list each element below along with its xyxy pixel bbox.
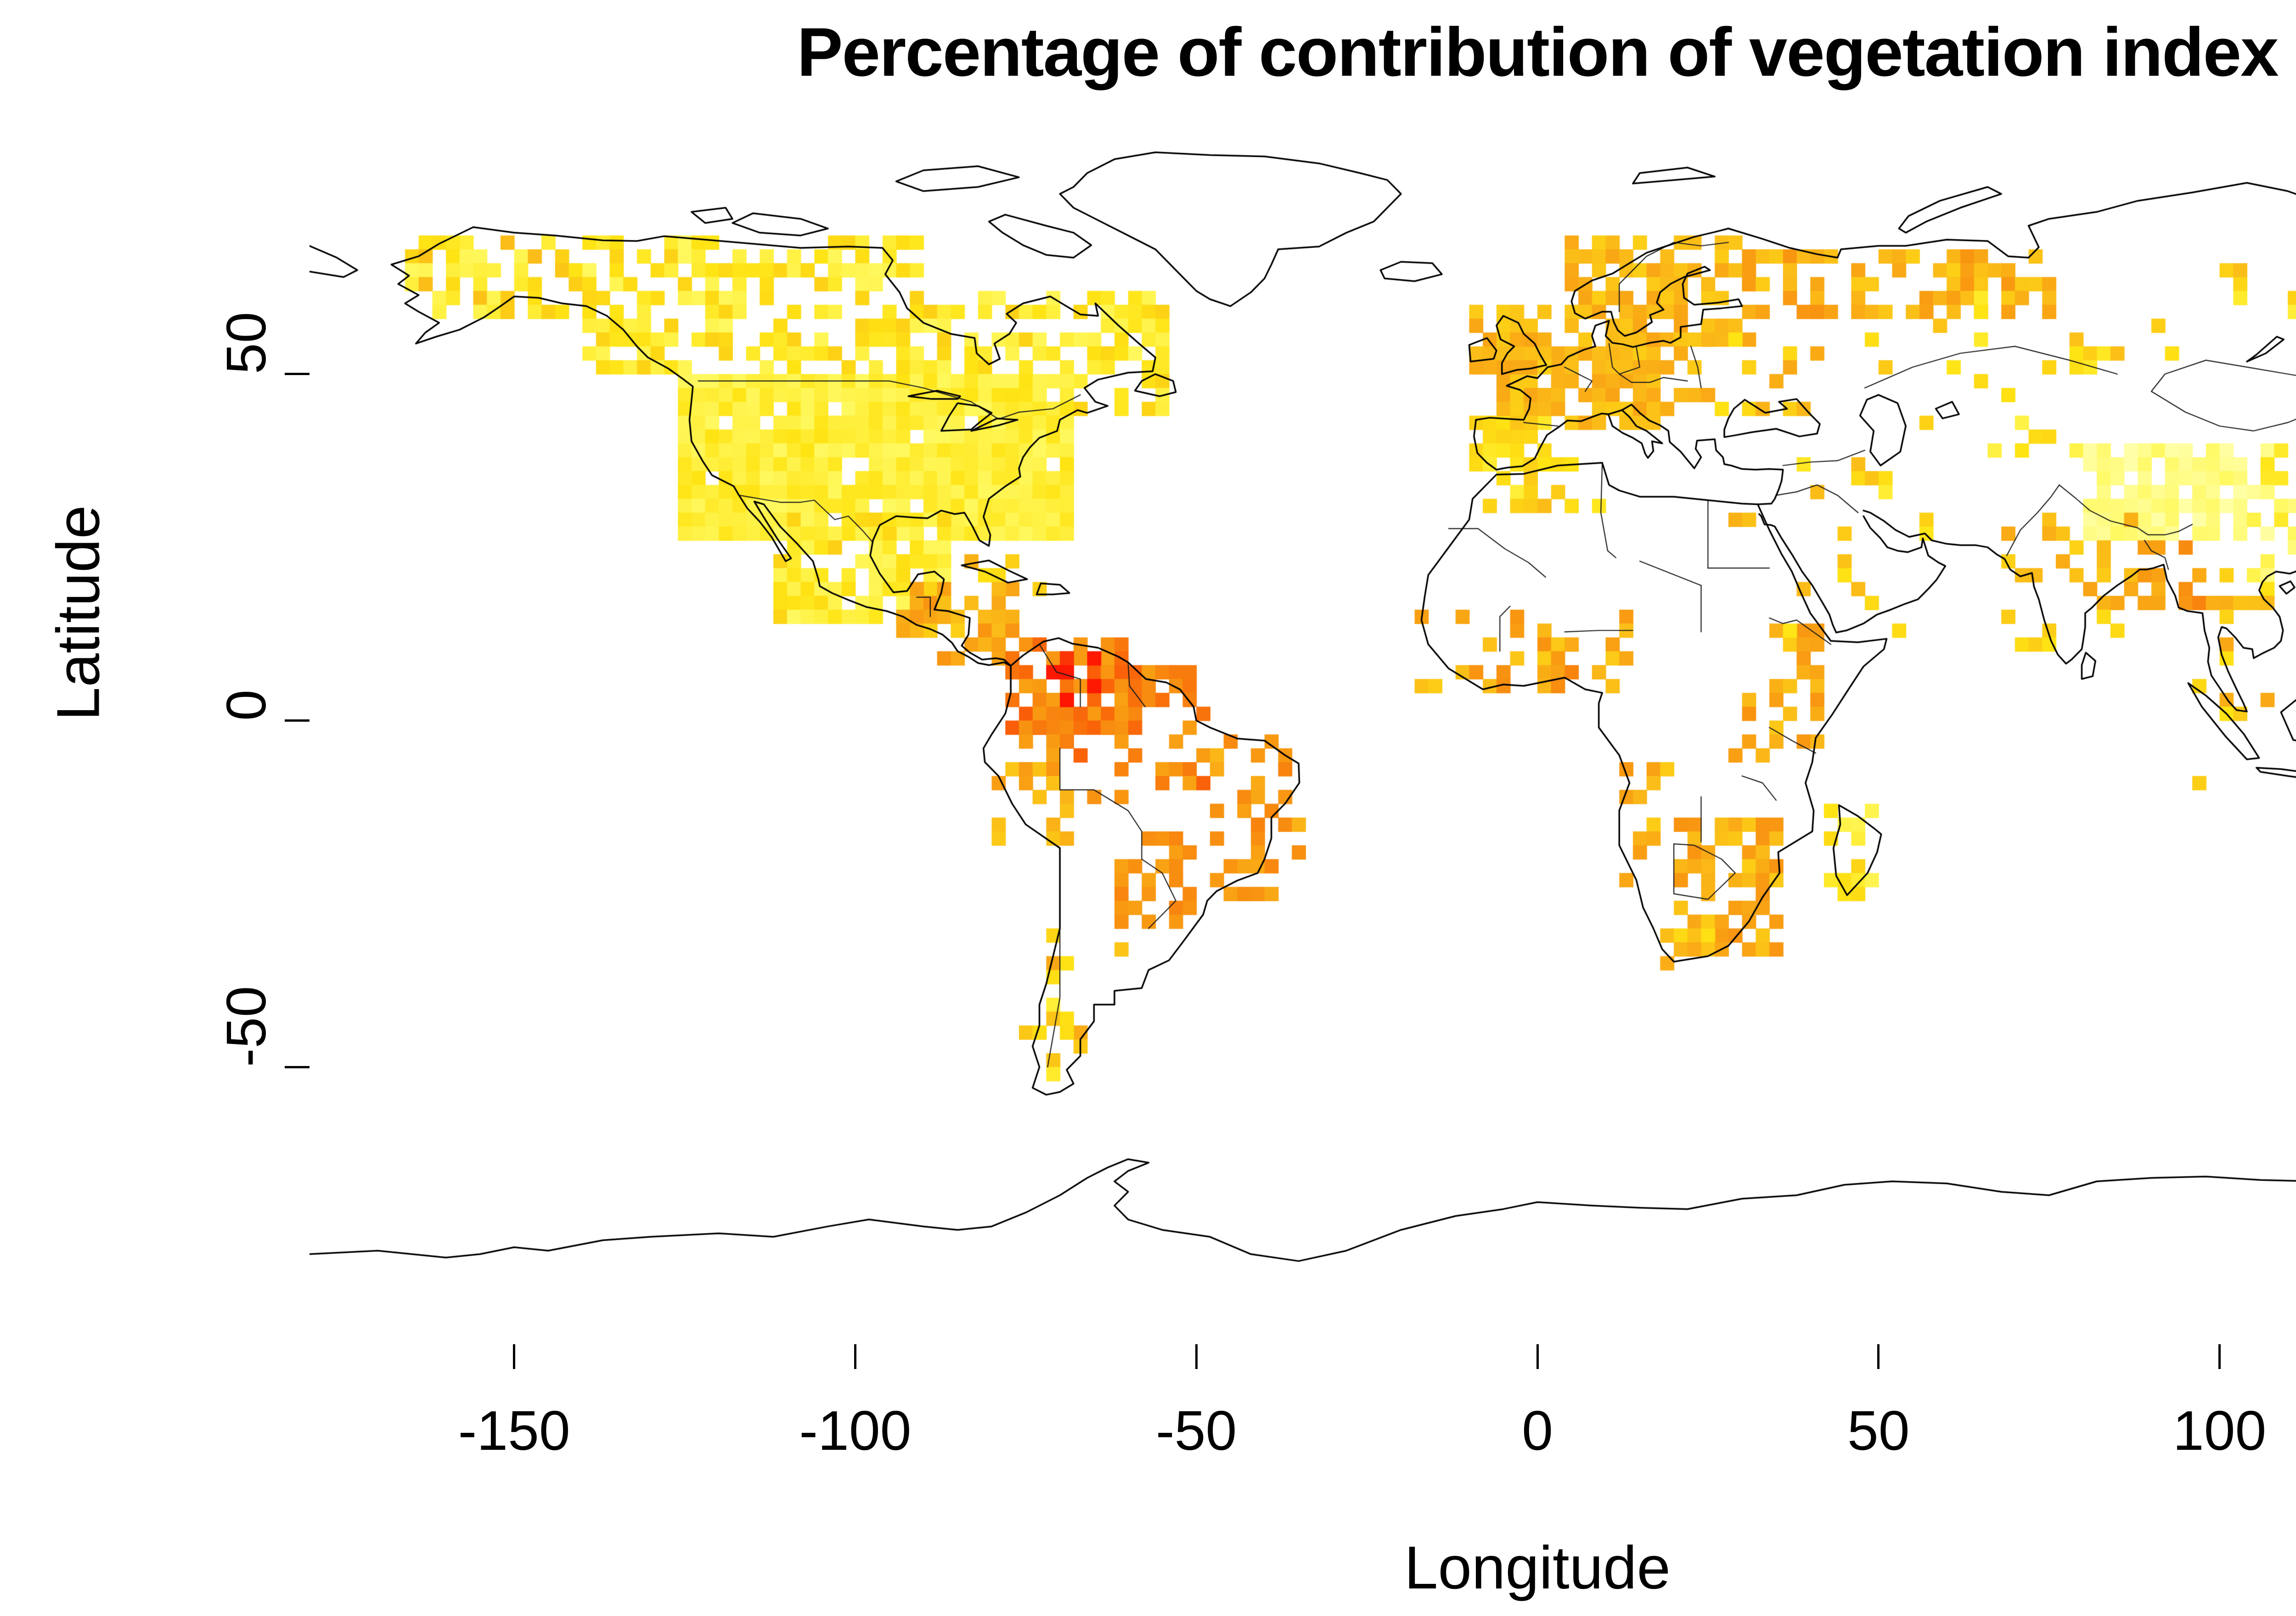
x-axis-tick-label: -100 (799, 1399, 912, 1462)
x-axis-tick (1877, 1344, 1880, 1369)
x-axis-tick (1536, 1344, 1539, 1369)
x-axis-tick-label: -150 (458, 1399, 570, 1462)
y-axis-tick (285, 719, 310, 722)
chart-title: Percentage of contribution of vegetation… (797, 13, 2279, 90)
x-axis-tick-label: 100 (2172, 1399, 2267, 1462)
world-heatmap-canvas (310, 97, 2296, 1344)
x-axis-tick (513, 1344, 516, 1369)
x-axis-tick-label: -50 (1156, 1399, 1237, 1462)
x-axis-tick (1195, 1344, 1198, 1369)
x-axis-tick (2218, 1344, 2221, 1369)
y-axis-tick (285, 373, 310, 376)
x-axis-tick-label: 50 (1847, 1399, 1910, 1462)
x-axis-title: Longitude (1404, 1534, 1671, 1601)
x-axis-tick (854, 1344, 856, 1369)
x-axis-tick-label: 0 (1522, 1399, 1553, 1462)
map-plot-area (310, 97, 2296, 1344)
y-axis-tick (285, 1066, 310, 1068)
